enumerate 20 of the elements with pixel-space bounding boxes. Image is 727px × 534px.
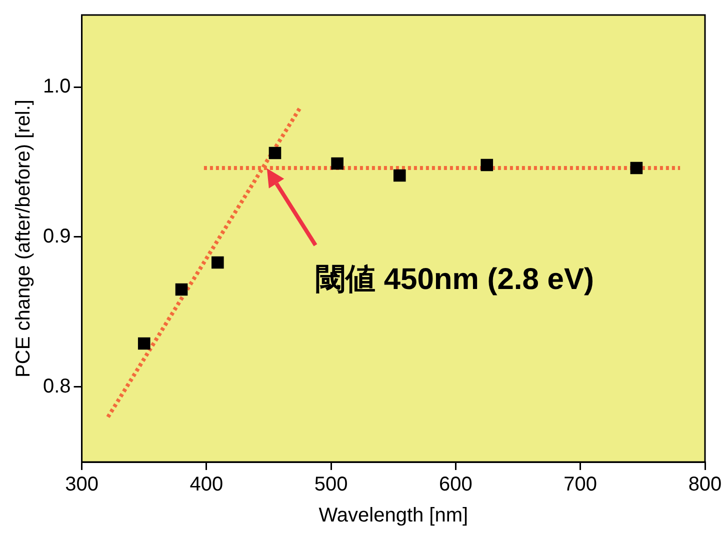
x-tick-label: 500 bbox=[314, 474, 348, 496]
point bbox=[138, 337, 150, 350]
y-axis-title: PCE change (after/before) [rel.] bbox=[12, 100, 35, 378]
x-tick-label: 300 bbox=[65, 474, 98, 496]
annotation: 閾値 450nm (2.8 eV) bbox=[316, 263, 594, 296]
x-tick-label: 700 bbox=[564, 474, 598, 496]
y-tick-label: 0.9 bbox=[42, 226, 71, 248]
point bbox=[331, 157, 344, 170]
x-tick-label: 600 bbox=[439, 474, 472, 496]
point bbox=[212, 256, 224, 269]
y-tick-label: 0.8 bbox=[42, 376, 71, 398]
point bbox=[480, 158, 494, 172]
point bbox=[393, 169, 406, 182]
point bbox=[175, 283, 188, 296]
x-axis-title: Wavelength [nm] bbox=[318, 504, 468, 527]
x-tick-label: 400 bbox=[190, 474, 224, 496]
y-tick-label: 1.0 bbox=[42, 76, 71, 98]
point bbox=[268, 146, 282, 160]
x-tick-label: 800 bbox=[688, 474, 722, 496]
point bbox=[630, 162, 643, 174]
